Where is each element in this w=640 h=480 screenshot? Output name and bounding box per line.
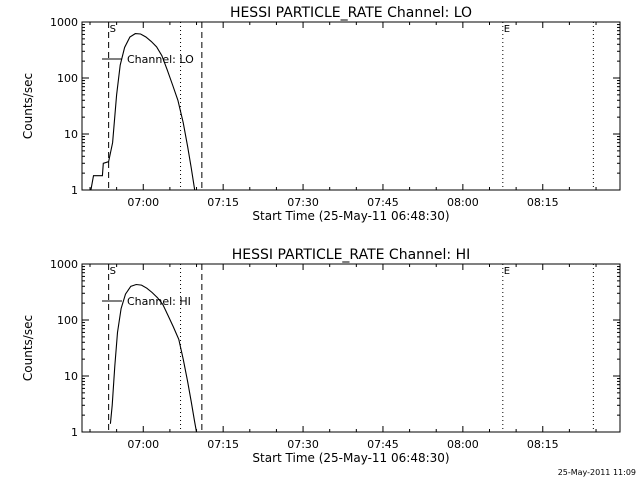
chart-title: HESSI PARTICLE_RATE Channel: HI [232, 247, 470, 263]
legend-label: Channel: HI [127, 295, 191, 308]
y-tick-label: 1 [71, 184, 78, 197]
x-tick-label: 08:15 [527, 196, 559, 209]
y-tick-label: 10 [64, 128, 78, 141]
y-tick-label: 100 [57, 72, 78, 85]
marker-label: E [504, 24, 510, 35]
plot-frame [81, 21, 621, 191]
x-tick-label: 07:45 [367, 438, 399, 451]
y-tick-label: 1 [71, 426, 78, 439]
chart-panel-0: HESSI PARTICLE_RATE Channel: LO 07:00 07:1… [21, 5, 621, 223]
chart-title: HESSI PARTICLE_RATE Channel: LO [230, 5, 472, 21]
chart-panel-1: HESSI PARTICLE_RATE Channel: HI 07:00 07:1… [21, 247, 621, 465]
x-tick-label: 07:30 [287, 438, 319, 451]
x-tick-label: 07:45 [367, 196, 399, 209]
x-tick-label: 07:00 [127, 196, 159, 209]
marker-label: S [110, 24, 116, 35]
footer-timestamp: 25-May-2011 11:09 [558, 468, 636, 477]
legend-label: Channel: LO [127, 53, 194, 66]
x-tick-label: 08:15 [527, 438, 559, 451]
x-tick-label: 08:00 [447, 196, 479, 209]
x-axis-label: Start Time (25-May-11 06:48:30) [252, 451, 449, 465]
marker-label: S [110, 266, 116, 277]
marker-label: E [504, 266, 510, 277]
x-tick-label: 07:15 [207, 438, 239, 451]
series-line-0 [90, 33, 196, 191]
x-tick-label: 07:00 [127, 438, 159, 451]
x-axis-label: Start Time (25-May-11 06:48:30) [252, 209, 449, 223]
y-tick-label: 1000 [50, 16, 78, 29]
y-tick-label: 1000 [50, 258, 78, 271]
series-line-0 [109, 283, 198, 433]
y-tick-label: 100 [57, 314, 78, 327]
x-tick-label: 08:00 [447, 438, 479, 451]
y-axis-label: Counts/sec [21, 315, 35, 381]
y-axis-label: Counts/sec [21, 73, 35, 139]
x-tick-label: 07:15 [207, 196, 239, 209]
x-tick-label: 07:30 [287, 196, 319, 209]
y-tick-label: 10 [64, 370, 78, 383]
plot-frame [81, 263, 621, 433]
